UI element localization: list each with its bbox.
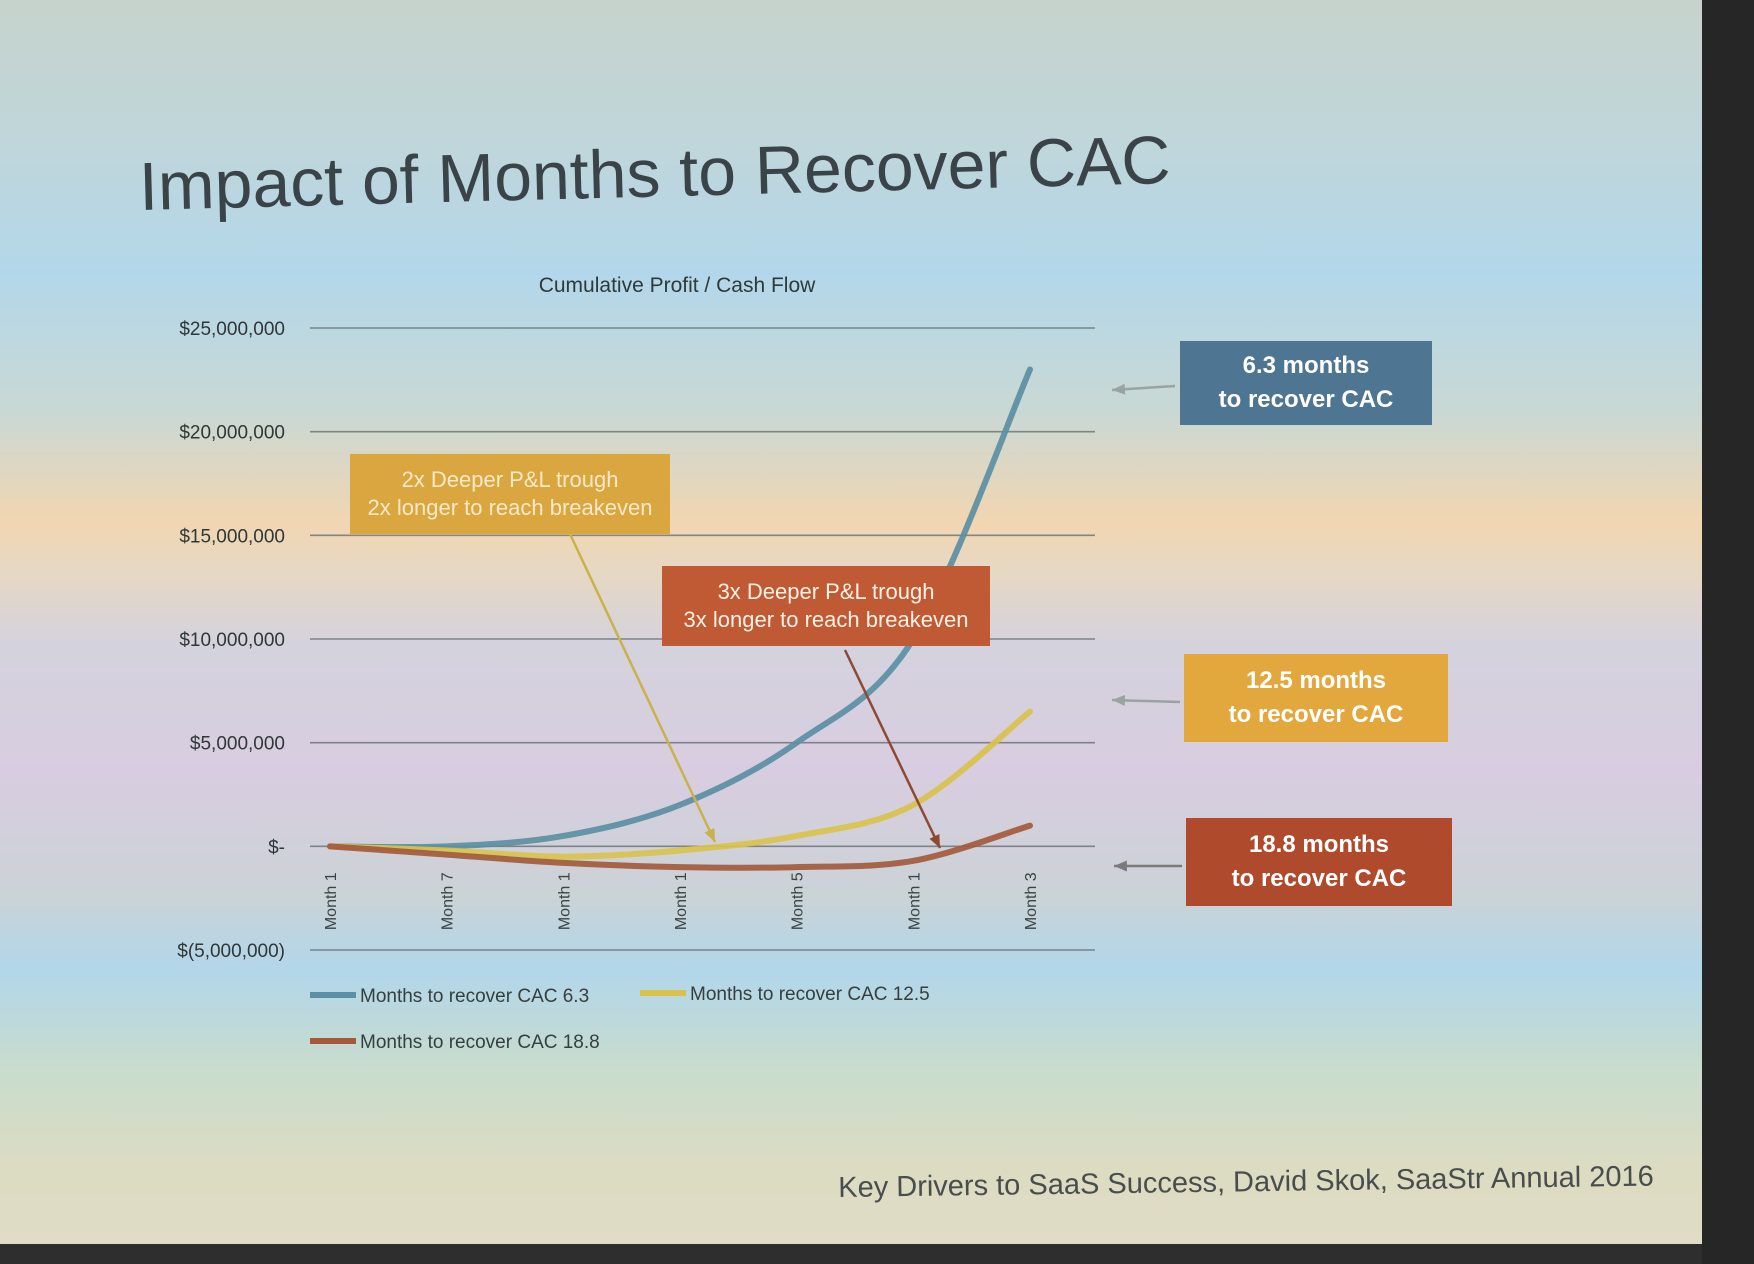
x-tick-label: Month 7 [440,872,457,930]
callout-arrow-6-3-head [1112,383,1126,395]
projector-screen-edge [1702,0,1754,1264]
y-tick-label: $25,000,000 [179,319,285,340]
x-tick-label: Month 1 [323,872,340,930]
series-line-2 [327,708,1033,860]
x-tick-label: Month 5 [790,872,807,930]
callout-arrow-18-8-head [1114,860,1127,872]
callout-18-8-months: 18.8 months to recover CAC [1186,818,1452,906]
series-line-3 [327,822,1033,871]
chart: Cumulative Profit / Cash Flow $25,000,000… [177,274,1182,1053]
y-tick-label: $(5,000,000) [177,941,285,962]
annotation-arrow-2x-head [704,828,715,842]
legend-label-1: Months to recover CAC 6.3 [360,986,589,1007]
y-tick-label: $10,000,000 [179,630,285,651]
annotation-arrow-2x [568,533,717,843]
callout-6-3-months: 6.3 months to recover CAC [1180,341,1432,425]
x-tick-label: Month 1 [906,872,923,930]
annotation-arrow-3x [843,649,942,849]
projector-screen-bottom [0,1244,1702,1264]
annotation-2x-deeper-trough: 2x Deeper P&L trough 2x longer to reach … [350,454,670,534]
x-tick-label: Month 1 [556,872,573,930]
annotation-3x-deeper-trough: 3x Deeper P&L trough 3x longer to reach … [662,566,990,646]
legend-label-2: Months to recover CAC 12.5 [690,984,930,1005]
y-tick-label: $20,000,000 [179,423,285,444]
y-tick-label: $5,000,000 [190,734,285,755]
x-tick-label: Month 1 [673,872,690,930]
x-tick-label: Month 3 [1023,872,1040,930]
callout-arrow-12-5-head [1112,694,1126,706]
chart-title: Cumulative Profit / Cash Flow [539,274,816,297]
annotation-arrow-3x-head [929,834,940,848]
slide: Impact of Months to Recover CAC Cumulati… [0,0,1702,1244]
legend-label-3: Months to recover CAC 18.8 [360,1032,600,1053]
callout-12-5-months: 12.5 months to recover CAC [1184,654,1448,742]
y-tick-label: $- [268,837,285,858]
y-tick-label: $15,000,000 [179,526,285,547]
